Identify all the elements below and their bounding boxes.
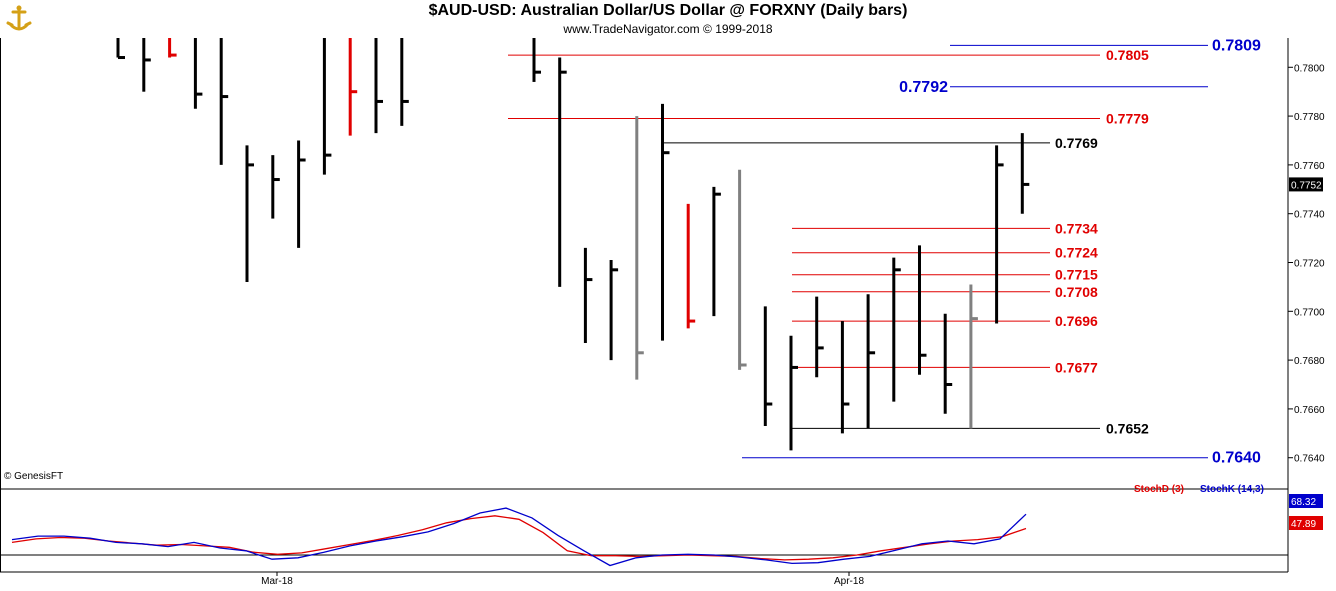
- level-label: 0.7640: [1212, 450, 1261, 467]
- last-price-box: [1289, 177, 1323, 192]
- stoch-k-value: 68.32: [1291, 497, 1316, 508]
- stoch-k-value-box: [1289, 494, 1323, 508]
- stochastic-panel: 47.89 StochD (3) 68.32 StochK (14,3): [11, 484, 1323, 567]
- level-label: 0.7809: [1212, 37, 1261, 54]
- y-tick-label: 0.7660: [1294, 405, 1325, 416]
- y-tick-label: 0.7680: [1294, 356, 1325, 367]
- x-tick-label: Apr-18: [834, 576, 864, 587]
- y-tick-label: 0.7760: [1294, 161, 1325, 172]
- y-tick-label: 0.7700: [1294, 307, 1325, 318]
- x-tick-label: Mar-18: [261, 576, 293, 587]
- y-tick-label: 0.7800: [1294, 63, 1325, 74]
- chart-subtitle: www.TradeNavigator.com © 1999-2018: [563, 22, 773, 36]
- level-label: 0.7696: [1055, 313, 1098, 329]
- y-tick-label: 0.7780: [1294, 112, 1325, 123]
- time-axis: Mar-18 Apr-18: [261, 572, 864, 587]
- y-tick-label: 0.7720: [1294, 259, 1325, 270]
- level-label: 0.7734: [1055, 220, 1098, 236]
- title-bar: $AUD-USD: Australian Dollar/US Dollar @ …: [0, 0, 1336, 38]
- level-label: 0.7715: [1055, 267, 1098, 283]
- y-tick-label: 0.7740: [1294, 210, 1325, 221]
- stoch-d-line: [11, 515, 1027, 561]
- y-tick-label: 0.7640: [1294, 454, 1325, 465]
- level-label: 0.7708: [1055, 284, 1098, 300]
- stoch-d-legend: StochD (3): [1134, 484, 1184, 495]
- chart-title: $AUD-USD: Australian Dollar/US Dollar @ …: [428, 2, 908, 19]
- price-bars: [116, 38, 1030, 451]
- stoch-k-legend: StochK (14,3): [1200, 484, 1264, 495]
- level-label: 0.7769: [1055, 135, 1098, 151]
- level-label: 0.7724: [1055, 245, 1098, 261]
- level-label: 0.7805: [1106, 47, 1149, 63]
- price-levels: 0.7809 0.7805 0.7792 0.7779 0.7769 0.7734 0.77…: [508, 37, 1261, 467]
- level-label: 0.7779: [1106, 111, 1149, 127]
- level-label: 0.7677: [1055, 359, 1098, 375]
- level-label: 0.7792: [899, 79, 948, 96]
- stoch-d-value-box: [1289, 516, 1323, 530]
- stoch-d-value: 47.89: [1291, 519, 1316, 530]
- copyright-label: © GenesisFT: [4, 471, 63, 482]
- price-axis: 0.7800 0.7780 0.7760 0.7740 0.7720 0.7700 0.76…: [1288, 63, 1325, 465]
- level-label: 0.7652: [1106, 420, 1149, 436]
- trade-navigator-logo-icon: [4, 4, 34, 34]
- stoch-k-line: [11, 507, 1027, 567]
- last-price-label: 0.7752: [1291, 180, 1322, 191]
